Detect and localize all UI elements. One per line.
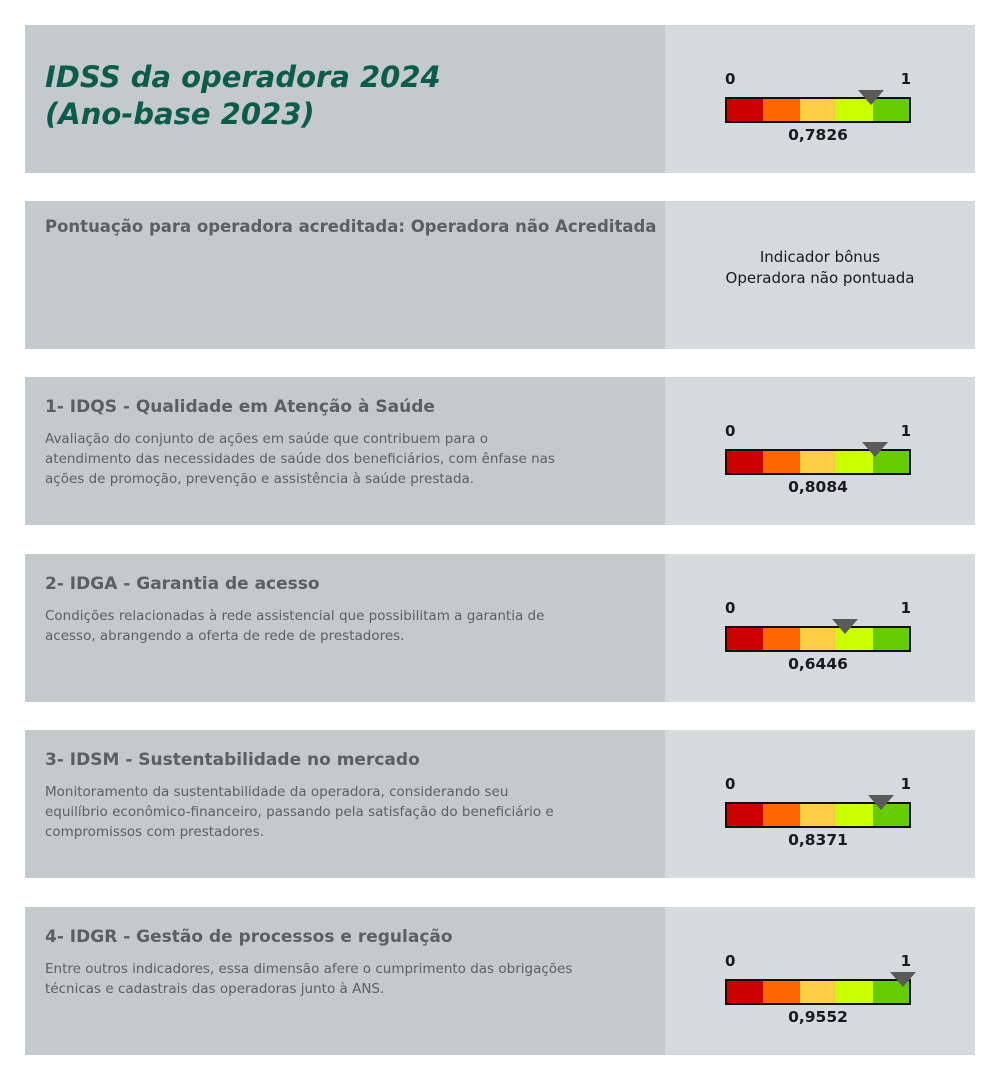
- gauge-segment: [763, 99, 800, 121]
- overall-score-title-panel: IDSS da operadora 2024 (Ano-base 2023): [25, 25, 665, 173]
- gauge-min-label: 0: [725, 952, 736, 970]
- dimension-gauge-panel: 0 1 0,8084: [665, 377, 975, 525]
- gauge-max-label: 1: [900, 952, 911, 970]
- bonus-status: Operadora não pontuada: [725, 269, 915, 287]
- gauge-min-label: 0: [725, 599, 736, 617]
- gauge-segment: [763, 451, 800, 473]
- dimension-gauge: 0 1 0,6446: [725, 599, 911, 679]
- dimension-text-panel: 4- IDGR - Gestão de processos e regulaçã…: [25, 907, 665, 1055]
- gauge-segment: [727, 451, 764, 473]
- dimension-text-panel: 2- IDGA - Garantia de acesso Condições r…: [25, 554, 665, 702]
- dimension-gauge: 0 1 0,9552: [725, 952, 916, 1032]
- dimension-gauge: 0 1 0,8084: [725, 422, 911, 502]
- gauge-segment: [727, 981, 764, 1003]
- bonus-title: Indicador bônus: [759, 248, 881, 266]
- gauge-color-bar: [725, 802, 911, 828]
- gauge-segment: [836, 981, 873, 1003]
- gauge-segment: [799, 804, 837, 826]
- dimension-card: 1- IDQS - Qualidade em Atenção à Saúde A…: [25, 377, 975, 525]
- gauge-segment: [799, 981, 837, 1003]
- dimension-description: Condições relacionadas à rede assistenci…: [45, 608, 545, 644]
- gauge-value: 0,9552: [788, 1008, 848, 1026]
- gauge-segment: [763, 628, 800, 650]
- accreditation-panel: Pontuação para operadora acreditada: Ope…: [25, 201, 665, 349]
- gauge-segment: [799, 451, 837, 473]
- gauge-pointer-icon: [862, 442, 889, 457]
- gauge-max-label: 1: [900, 70, 911, 88]
- dimension-title: 2- IDGA - Garantia de acesso: [45, 574, 320, 594]
- gauge-max-label: 1: [900, 422, 911, 440]
- accreditation-card: Pontuação para operadora acreditada: Ope…: [25, 201, 975, 349]
- gauge-value: 0,8084: [788, 478, 848, 496]
- gauge-pointer-icon: [831, 619, 858, 634]
- gauge-segment: [763, 981, 800, 1003]
- bonus-indicator: Indicador bônus Operadora não pontuada: [665, 247, 975, 289]
- gauge-segment: [799, 99, 837, 121]
- dimension-description: Entre outros indicadores, essa dimensão …: [45, 961, 573, 997]
- dimension-description: Avaliação do conjunto de ações em saúde …: [45, 431, 555, 487]
- gauge-pointer-icon: [867, 795, 894, 810]
- bonus-panel: Indicador bônus Operadora não pontuada: [665, 201, 975, 349]
- gauge-value: 0,6446: [788, 655, 848, 673]
- gauge-color-bar: [725, 626, 911, 652]
- gauge-segment: [872, 628, 910, 650]
- dimension-text-panel: 3- IDSM - Sustentabilidade no mercado Mo…: [25, 730, 665, 878]
- dimension-title: 3- IDSM - Sustentabilidade no mercado: [45, 750, 420, 770]
- gauge-value: 0,8371: [788, 831, 848, 849]
- page-title: IDSS da operadora 2024 (Ano-base 2023): [45, 60, 441, 131]
- dimension-title: 4- IDGR - Gestão de processos e regulaçã…: [45, 927, 453, 947]
- dimension-gauge-panel: 0 1 0,8371: [665, 730, 975, 878]
- gauge-value: 0,7826: [788, 126, 848, 144]
- gauge-segment: [727, 804, 764, 826]
- gauge-pointer-icon: [889, 972, 916, 987]
- dimension-gauge-panel: 0 1 0,9552: [665, 907, 975, 1055]
- gauge-segment: [799, 628, 837, 650]
- gauge-pointer-icon: [857, 90, 884, 105]
- gauge-min-label: 0: [725, 70, 736, 88]
- dimension-text-panel: 1- IDQS - Qualidade em Atenção à Saúde A…: [25, 377, 665, 525]
- accreditation-label: Pontuação para operadora acreditada: Ope…: [45, 217, 657, 236]
- dimension-title: 1- IDQS - Qualidade em Atenção à Saúde: [45, 397, 435, 417]
- dimension-gauge: 0 1 0,8371: [725, 775, 911, 855]
- dimension-gauge-panel: 0 1 0,6446: [665, 554, 975, 702]
- gauge-color-bar: [725, 979, 911, 1005]
- gauge-min-label: 0: [725, 422, 736, 440]
- gauge-segment: [727, 628, 764, 650]
- gauge-segment: [836, 804, 873, 826]
- dimension-card: 3- IDSM - Sustentabilidade no mercado Mo…: [25, 730, 975, 878]
- gauge-max-label: 1: [900, 599, 911, 617]
- dimension-card: 4- IDGR - Gestão de processos e regulaçã…: [25, 907, 975, 1055]
- gauge-segment: [763, 804, 800, 826]
- dimension-description: Monitoramento da sustentabilidade da ope…: [45, 784, 554, 840]
- overall-score-gauge-panel: 0 1 0,7826: [665, 25, 975, 173]
- dimension-card: 2- IDGA - Garantia de acesso Condições r…: [25, 554, 975, 702]
- overall-score-card: IDSS da operadora 2024 (Ano-base 2023) 0…: [25, 25, 975, 173]
- gauge-segment: [727, 99, 764, 121]
- gauge-max-label: 1: [900, 775, 911, 793]
- gauge-min-label: 0: [725, 775, 736, 793]
- overall-score-gauge: 0 1 0,7826: [725, 70, 911, 150]
